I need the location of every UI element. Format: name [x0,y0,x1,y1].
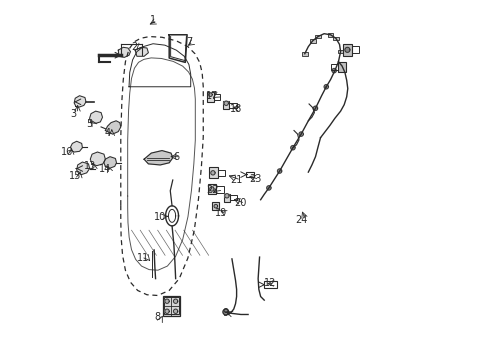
Polygon shape [223,309,228,315]
Text: 9: 9 [223,309,228,318]
Text: 7: 7 [185,37,192,47]
Text: 23: 23 [248,174,261,184]
Bar [337,50,343,53]
Bar [164,297,178,314]
Bar [332,37,338,40]
Bar [229,103,236,108]
Bar [343,44,351,56]
Text: 2: 2 [131,42,137,52]
Bar [223,101,229,109]
Bar [309,39,315,42]
Text: 11: 11 [137,253,149,263]
Text: 21: 21 [230,175,243,185]
Polygon shape [344,47,349,52]
Bar [327,33,333,37]
Polygon shape [266,186,270,190]
Polygon shape [209,187,214,191]
Bar [215,186,223,193]
Bar [301,52,307,55]
Polygon shape [224,194,228,198]
Polygon shape [313,106,317,111]
Bar [207,184,215,194]
Polygon shape [173,299,178,303]
Bar [264,281,276,288]
Bar [314,35,320,39]
Bar [246,172,254,177]
Bar [217,170,225,176]
Polygon shape [324,85,328,89]
Polygon shape [290,145,294,150]
Polygon shape [74,96,86,107]
Text: 13: 13 [83,161,96,171]
Text: 5: 5 [86,120,93,129]
Polygon shape [277,169,281,173]
Text: 4: 4 [104,129,110,138]
Text: 15: 15 [69,171,81,181]
Text: 17: 17 [205,91,218,101]
Bar [330,64,337,69]
Text: 3: 3 [70,109,76,119]
Polygon shape [208,93,212,96]
Bar [230,195,237,200]
Polygon shape [173,309,178,314]
Text: 16: 16 [61,147,73,157]
Polygon shape [214,204,217,208]
Polygon shape [118,47,130,57]
Polygon shape [135,47,148,56]
Text: 12: 12 [264,278,276,288]
Polygon shape [298,132,303,136]
Bar [214,94,220,100]
Text: 18: 18 [229,104,242,114]
Bar [206,92,214,102]
Bar [351,46,359,53]
Text: 1: 1 [150,15,156,26]
Bar [163,296,180,316]
Polygon shape [105,121,121,134]
Bar [223,194,230,202]
Bar [212,202,219,211]
Text: 19: 19 [215,208,227,218]
Text: 10: 10 [154,212,166,221]
Polygon shape [90,152,105,166]
Polygon shape [210,171,215,175]
Polygon shape [164,299,169,303]
Text: 8: 8 [154,312,161,322]
Polygon shape [144,150,172,165]
Bar [208,167,217,178]
Polygon shape [164,309,169,314]
Polygon shape [77,162,89,175]
Polygon shape [104,157,116,168]
Polygon shape [89,111,102,123]
Text: 6: 6 [173,152,179,162]
Polygon shape [331,68,336,73]
Text: 24: 24 [294,215,307,225]
Bar [337,62,345,72]
Polygon shape [70,141,82,152]
Text: 22: 22 [205,185,218,195]
Text: 20: 20 [234,198,246,208]
Text: 14: 14 [98,164,111,174]
Polygon shape [224,101,228,105]
